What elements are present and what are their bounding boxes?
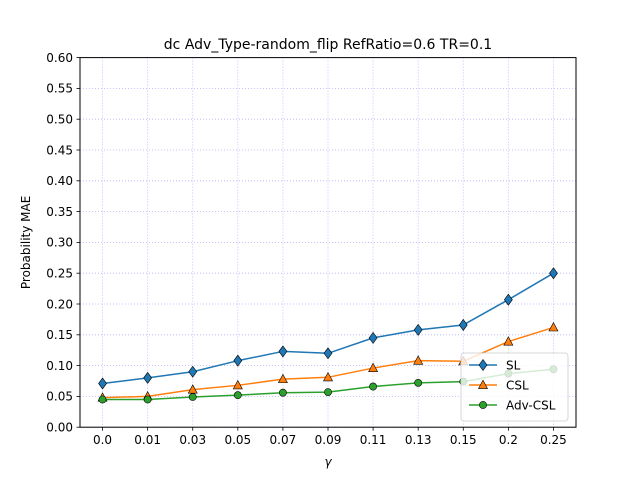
y-tick-label: 0.30: [46, 236, 73, 250]
x-axis-label: γ: [324, 455, 332, 469]
legend-marker: [479, 401, 487, 409]
legend-box: [460, 352, 569, 422]
x-tick-label: 0.25: [540, 433, 567, 447]
data-point: [458, 318, 468, 331]
data-point: [324, 388, 332, 396]
legend-label: SL: [506, 358, 521, 372]
data-point: [232, 379, 243, 390]
data-point: [322, 371, 334, 382]
chart-title: dc Adv_Type-random_flip RefRatio=0.6 TR=…: [164, 37, 492, 53]
y-tick-label: 0.50: [46, 113, 73, 127]
y-tick-label: 0.40: [46, 174, 73, 188]
x-tick-label: 0.13: [405, 433, 432, 447]
y-tick-label: 0.55: [46, 82, 73, 96]
data-point: [233, 354, 243, 367]
data-point: [368, 331, 378, 344]
x-tick-label: 0.01: [134, 433, 161, 447]
y-tick-label: 0.15: [46, 328, 73, 342]
y-tick-label: 0.10: [46, 359, 73, 373]
data-point: [98, 377, 107, 390]
data-point: [369, 382, 377, 391]
legend-label: Adv-CSL: [506, 398, 556, 412]
data-point: [277, 373, 288, 384]
data-point: [548, 321, 559, 332]
x-tick-label: 0.07: [270, 433, 297, 447]
x-tick-label: 0.15: [450, 433, 477, 447]
data-point: [188, 365, 198, 378]
y-tick-label: 0.20: [46, 297, 73, 311]
x-tick-label: 0.03: [179, 433, 206, 447]
legend: SL CSL Adv-CSL: [460, 352, 569, 422]
data-point: [233, 391, 242, 400]
y-tick-label: 0.25: [46, 267, 73, 281]
y-axis-label: Probability MAE: [19, 196, 33, 289]
x-tick-label: 0.05: [224, 433, 251, 447]
data-point: [143, 395, 152, 404]
data-point: [143, 371, 153, 384]
y-tick-label: 0.05: [46, 390, 73, 404]
legend-marker: [478, 358, 488, 372]
x-tick-label: 0.2: [499, 433, 518, 447]
y-tick-label: 0.00: [46, 421, 73, 435]
data-point: [98, 395, 107, 404]
data-point: [549, 267, 558, 280]
data-point: [188, 393, 197, 401]
data-point: [368, 362, 379, 372]
legend-item: SL: [469, 358, 521, 372]
data-point: [503, 293, 513, 306]
x-tick-label: 0.0: [93, 433, 112, 447]
legend-label: CSL: [506, 378, 529, 392]
series-sl: [98, 267, 558, 390]
x-tick-label: 0.11: [360, 433, 387, 447]
ticks: 0.0 0.01 0.03 0.05 0.07 0.09 0.11 0.13 0.15 0.2 0.…: [46, 51, 567, 447]
legend-item: Adv-CSL: [469, 398, 556, 412]
y-tick-label: 0.60: [46, 51, 73, 65]
data-point: [503, 336, 514, 346]
y-tick-label: 0.35: [46, 205, 73, 219]
legend-marker: [477, 379, 489, 389]
data-point: [413, 355, 424, 365]
data-point: [278, 345, 288, 358]
data-point: [413, 323, 423, 336]
y-tick-label: 0.45: [46, 143, 73, 157]
data-point: [323, 347, 333, 360]
x-tick-label: 0.09: [315, 433, 342, 447]
legend-item: CSL: [469, 378, 529, 392]
data-point: [414, 378, 423, 387]
data-point: [279, 388, 287, 397]
